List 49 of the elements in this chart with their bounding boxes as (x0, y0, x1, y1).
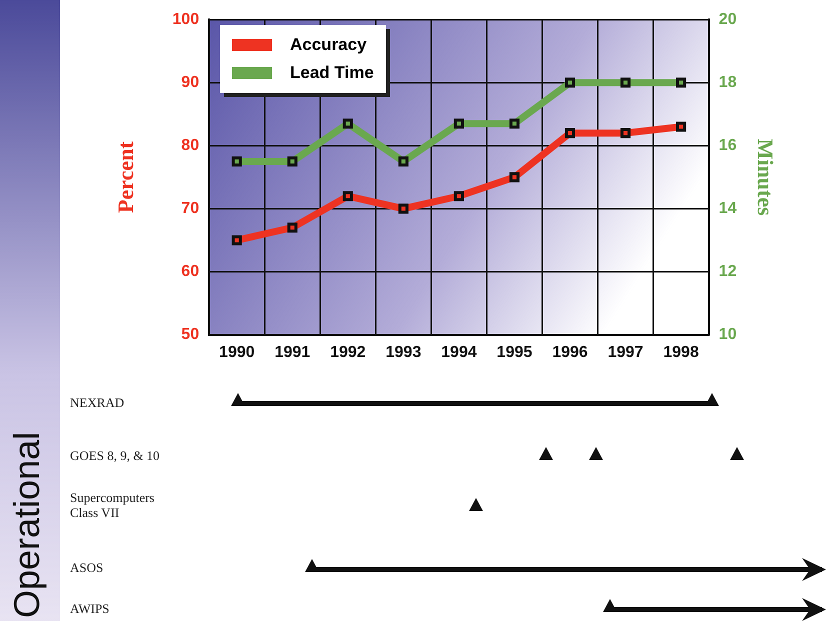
point (398, 156, 408, 166)
y-tick-label: 80 (181, 137, 200, 154)
y-tick-label: 100 (172, 11, 200, 28)
x-tick-label: 1992 (330, 344, 366, 361)
point (287, 156, 298, 166)
text: Supercomputers Class VII (70, 490, 156, 520)
point (454, 118, 464, 129)
y2-tick-label: 10 (718, 326, 737, 344)
y2-tick-label: 14 (718, 200, 737, 218)
point (454, 191, 464, 202)
x-tick-label: 1998 (663, 344, 699, 361)
point (342, 191, 353, 202)
x-tick-label: 1996 (552, 344, 588, 361)
text: ASOS (70, 560, 104, 575)
x-tick-label: 1997 (608, 344, 644, 361)
point (509, 118, 520, 129)
point (564, 128, 576, 138)
point (676, 78, 686, 88)
text: NEXRAD (70, 395, 126, 410)
y2-tick-label: 12 (718, 263, 737, 280)
text: Operational (6, 432, 48, 618)
x-tick-label: 1991 (274, 344, 310, 361)
point (342, 118, 353, 129)
y-axis-title: Percent (112, 140, 138, 214)
x-tick-label: 1990 (219, 344, 255, 361)
legend-label: Lead Time (290, 63, 374, 83)
x-tick-label: 1993 (386, 344, 422, 361)
point (620, 128, 631, 138)
point (398, 204, 408, 214)
text: GOES 8, 9, & 10 (70, 448, 161, 463)
x-tick-label: 1994 (441, 344, 477, 361)
point (509, 172, 520, 182)
y2-axis-title: Minutes (753, 138, 778, 216)
point (287, 222, 298, 233)
x-tick-label: 1995 (496, 344, 532, 361)
legend-label: Accuracy (290, 35, 367, 55)
point (232, 156, 242, 166)
y2-tick-label: 20 (718, 11, 737, 28)
point (676, 122, 686, 132)
y-tick-label: 50 (181, 326, 200, 344)
y2-tick-label: 18 (718, 74, 737, 92)
y2-tick-label: 16 (718, 137, 737, 154)
point (620, 78, 631, 88)
y-tick-label: 60 (181, 263, 200, 280)
point (232, 235, 242, 246)
y-tick-label: 90 (181, 74, 200, 92)
y-tick-label: 70 (181, 200, 200, 218)
point (564, 78, 576, 88)
text: AWIPS (70, 601, 110, 616)
